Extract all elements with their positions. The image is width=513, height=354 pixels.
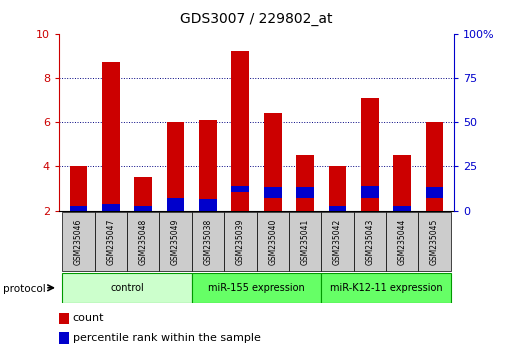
Bar bbox=[296, 187, 314, 199]
Bar bbox=[59, 332, 69, 344]
Text: GSM235040: GSM235040 bbox=[268, 218, 277, 265]
Bar bbox=[59, 313, 69, 324]
Bar bbox=[192, 273, 321, 303]
Bar bbox=[264, 187, 282, 199]
Bar bbox=[199, 120, 217, 211]
Bar bbox=[321, 212, 353, 271]
Bar bbox=[256, 212, 289, 271]
Bar bbox=[231, 51, 249, 211]
Bar bbox=[264, 113, 282, 211]
Bar bbox=[353, 212, 386, 271]
Text: percentile rank within the sample: percentile rank within the sample bbox=[73, 333, 261, 343]
Bar bbox=[393, 155, 411, 211]
Text: GSM235046: GSM235046 bbox=[74, 218, 83, 265]
Bar bbox=[70, 166, 87, 211]
Bar bbox=[192, 212, 224, 271]
Bar bbox=[419, 212, 451, 271]
Bar bbox=[393, 206, 411, 211]
Text: GSM235047: GSM235047 bbox=[106, 218, 115, 265]
Bar bbox=[102, 204, 120, 211]
Bar bbox=[102, 62, 120, 211]
Bar bbox=[160, 212, 192, 271]
Bar bbox=[167, 199, 185, 211]
Text: GSM235044: GSM235044 bbox=[398, 218, 407, 265]
Text: miR-155 expression: miR-155 expression bbox=[208, 282, 305, 293]
Bar bbox=[167, 122, 185, 211]
Bar bbox=[94, 212, 127, 271]
Text: GSM235043: GSM235043 bbox=[365, 218, 374, 265]
Text: GSM235042: GSM235042 bbox=[333, 218, 342, 265]
Bar bbox=[426, 187, 443, 199]
Bar bbox=[134, 206, 152, 211]
Text: GSM235039: GSM235039 bbox=[236, 218, 245, 265]
Bar bbox=[426, 122, 443, 211]
Bar bbox=[296, 155, 314, 211]
Text: GSM235048: GSM235048 bbox=[139, 218, 148, 265]
Text: GSM235038: GSM235038 bbox=[204, 218, 212, 265]
Bar bbox=[386, 212, 419, 271]
Text: protocol: protocol bbox=[3, 284, 45, 293]
Bar bbox=[289, 212, 321, 271]
Text: count: count bbox=[73, 314, 104, 324]
Bar bbox=[70, 206, 87, 211]
Bar bbox=[321, 273, 451, 303]
Text: GSM235041: GSM235041 bbox=[301, 218, 309, 265]
Bar bbox=[231, 185, 249, 192]
Bar bbox=[134, 177, 152, 211]
Bar bbox=[127, 212, 160, 271]
Text: control: control bbox=[110, 282, 144, 293]
Bar bbox=[62, 273, 192, 303]
Text: GDS3007 / 229802_at: GDS3007 / 229802_at bbox=[180, 12, 333, 27]
Text: miR-K12-11 expression: miR-K12-11 expression bbox=[330, 282, 442, 293]
Bar bbox=[224, 212, 256, 271]
Bar bbox=[62, 212, 94, 271]
Bar bbox=[199, 199, 217, 211]
Text: GSM235049: GSM235049 bbox=[171, 218, 180, 265]
Bar bbox=[328, 166, 346, 211]
Bar bbox=[361, 186, 379, 199]
Bar bbox=[328, 206, 346, 211]
Bar bbox=[361, 98, 379, 211]
Text: GSM235045: GSM235045 bbox=[430, 218, 439, 265]
